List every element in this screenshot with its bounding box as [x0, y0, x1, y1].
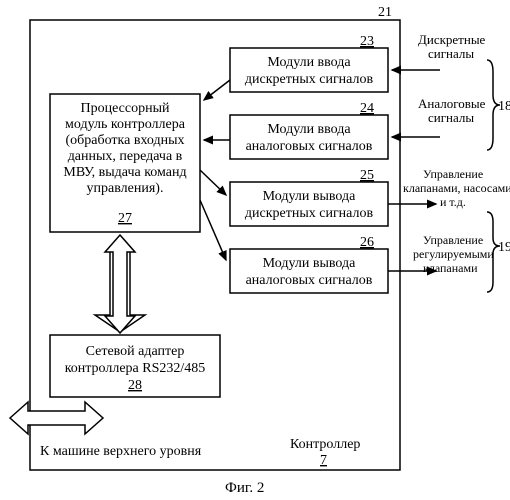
module-discrete-out: Модули вывода дискретных сигналов 25	[230, 168, 388, 226]
netadapter-line-0: Сетевой адаптер	[86, 344, 185, 359]
arrow-din-proc	[204, 80, 230, 100]
svg-text:регулируемыми: регулируемыми	[413, 247, 494, 261]
arrow-proc-aout	[200, 200, 226, 260]
bracket-in-num: 18	[498, 99, 510, 114]
mod-dout-l1: дискретных сигналов	[245, 206, 374, 221]
svg-text:клапанами: клапанами	[423, 261, 478, 275]
processor-line-1: модуль контроллера	[65, 117, 186, 132]
mod-din-l0: Модули ввода	[267, 55, 351, 70]
processor-line-5: управления).	[87, 181, 164, 196]
processor-line-3: данных, передача в	[68, 149, 183, 164]
arrow-to-upper-machine	[6, 400, 108, 436]
bracket-out-num: 19	[498, 240, 510, 255]
svg-text:Управление: Управление	[423, 167, 483, 181]
netadapter-line-1: контроллера RS232/485	[65, 361, 206, 376]
controller-num: 7	[320, 453, 327, 468]
processor-line-4: МВУ, выдача команд	[63, 165, 186, 180]
svg-text:сигналы: сигналы	[428, 46, 474, 61]
label-analog-signals: Аналоговые сигналы	[418, 96, 486, 125]
label-reg-valves: Управление регулируемыми клапанами	[413, 233, 494, 275]
mod-dout-l0: Модули вывода	[263, 189, 356, 204]
processor-module: Процессорный модуль контроллера (обработ…	[50, 94, 200, 232]
netadapter-num: 28	[128, 378, 142, 393]
outer-num: 21	[378, 5, 392, 20]
network-adapter: Сетевой адаптер контроллера RS232/485 28	[50, 335, 220, 397]
label-valves: Управление клапанами, насосами и т.д.	[403, 167, 510, 209]
mod-ain-num: 24	[360, 101, 374, 116]
module-analog-in: Модули ввода аналоговых сигналов 24	[230, 101, 388, 159]
mod-dout-num: 25	[360, 168, 374, 183]
controller-label: Контроллер	[290, 437, 360, 452]
mod-ain-l1: аналоговых сигналов	[246, 139, 373, 154]
svg-text:Управление: Управление	[423, 233, 483, 247]
mod-aout-num: 26	[360, 235, 374, 250]
module-discrete-in: Модули ввода дискретных сигналов 23	[230, 34, 388, 92]
svg-text:сигналы: сигналы	[428, 110, 474, 125]
figure-caption: Фиг. 2	[225, 480, 264, 496]
mod-din-num: 23	[360, 34, 374, 49]
arrow-proc-dout	[200, 170, 226, 195]
processor-line-0: Процессорный	[81, 101, 170, 116]
svg-text:и т.д.: и т.д.	[440, 195, 466, 209]
mod-din-l1: дискретных сигналов	[245, 72, 374, 87]
mod-ain-l0: Модули ввода	[267, 122, 351, 137]
double-arrow-proc-net	[95, 235, 145, 333]
label-upper-machine: К машине верхнего уровня	[40, 444, 202, 459]
svg-text:Аналоговые: Аналоговые	[418, 96, 486, 111]
svg-text:клапанами, насосами: клапанами, насосами	[403, 181, 510, 195]
mod-aout-l1: аналоговых сигналов	[246, 273, 373, 288]
mod-aout-l0: Модули вывода	[263, 256, 356, 271]
module-analog-out: Модули вывода аналоговых сигналов 26	[230, 235, 388, 293]
label-discrete-signals: Дискретные сигналы	[418, 32, 486, 61]
processor-line-2: (обработка входных	[65, 133, 184, 148]
svg-text:Дискретные: Дискретные	[418, 32, 486, 47]
processor-num: 27	[118, 211, 132, 226]
